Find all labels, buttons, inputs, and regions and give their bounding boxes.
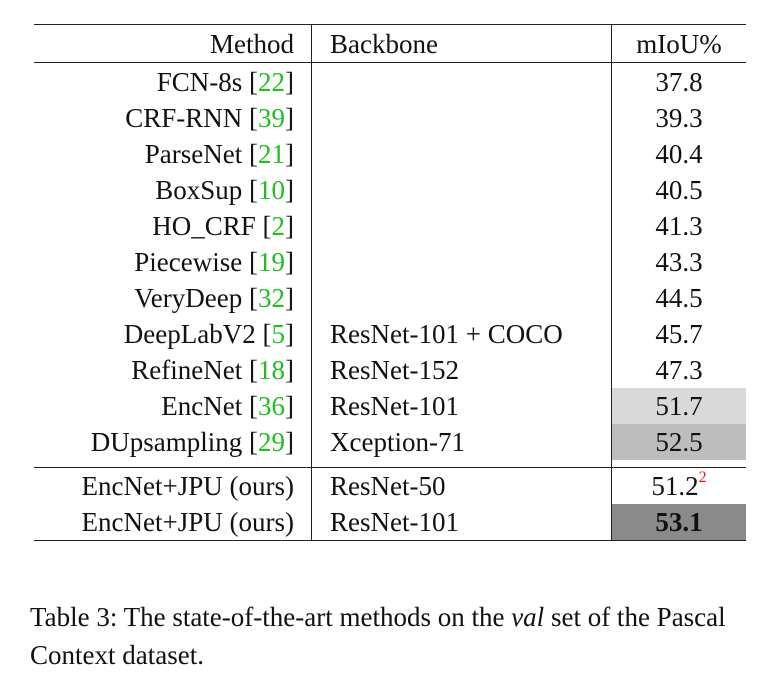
bottom-rule bbox=[34, 540, 746, 541]
table-row: FCN-8s [22] 37.8 bbox=[34, 64, 746, 100]
backbone-cell bbox=[330, 100, 620, 136]
method-cell: HO_CRF [2] bbox=[152, 211, 294, 241]
backbone-cell bbox=[330, 136, 620, 172]
table-row: EncNet [36] ResNet-101 51.7 bbox=[34, 388, 746, 424]
backbone-cell: ResNet-152 bbox=[330, 355, 459, 385]
table-row: DUpsampling [29] Xception-71 52.5 bbox=[34, 424, 746, 460]
miou-cell: 43.3 bbox=[655, 247, 703, 277]
method-cell: RefineNet [18] bbox=[131, 355, 294, 385]
method-cell: ParseNet [21] bbox=[144, 139, 294, 169]
table-row: Piecewise [19] 43.3 bbox=[34, 244, 746, 280]
miou-cell: 41.3 bbox=[655, 211, 703, 241]
method-cell: Piecewise [19] bbox=[134, 247, 294, 277]
citation-link[interactable]: 39 bbox=[258, 103, 285, 133]
miou-cell: 52.5 bbox=[612, 424, 746, 460]
backbone-cell bbox=[330, 244, 620, 280]
top-rule bbox=[34, 24, 746, 25]
method-cell: VeryDeep [32] bbox=[134, 283, 294, 313]
backbone-cell: ResNet-101 bbox=[330, 391, 459, 421]
backbone-cell: Xception-71 bbox=[330, 427, 465, 457]
citation-link[interactable]: 2 bbox=[271, 211, 286, 241]
miou-cell: 47.3 bbox=[655, 355, 703, 385]
miou-cell: 40.5 bbox=[655, 175, 703, 205]
table-row-ours: EncNet+JPU (ours) ResNet-50 51.22 bbox=[34, 468, 746, 504]
miou-cell: 39.3 bbox=[655, 103, 703, 133]
table-row: BoxSup [10] 40.5 bbox=[34, 172, 746, 208]
miou-cell: 51.7 bbox=[612, 388, 746, 424]
citation-link[interactable]: 18 bbox=[258, 355, 285, 385]
miou-cell: 45.7 bbox=[655, 319, 703, 349]
table-row: VeryDeep [32] 44.5 bbox=[34, 280, 746, 316]
footnote-marker[interactable]: 2 bbox=[698, 469, 707, 486]
table-row: HO_CRF [2] 41.3 bbox=[34, 208, 746, 244]
miou-cell: 44.5 bbox=[655, 283, 703, 313]
miou-cell: 40.4 bbox=[655, 139, 703, 169]
caption-italic: val bbox=[511, 602, 545, 632]
backbone-cell bbox=[330, 208, 620, 244]
method-cell: FCN-8s [22] bbox=[156, 67, 294, 97]
ours-rule bbox=[34, 467, 746, 468]
miou-cell: 37.8 bbox=[655, 67, 703, 97]
citation-link[interactable]: 5 bbox=[271, 319, 286, 349]
citation-link[interactable]: 36 bbox=[258, 391, 285, 421]
table-caption: Table 3: The state-of-the-art methods on… bbox=[30, 602, 726, 670]
miou-cell: 51.22 bbox=[651, 469, 707, 501]
header-rule bbox=[34, 62, 746, 63]
miou-cell-best: 53.1 bbox=[612, 504, 746, 540]
header-row: Method Backbone mIoU% bbox=[34, 26, 746, 62]
citation-link[interactable]: 32 bbox=[258, 283, 285, 313]
method-cell: CRF-RNN [39] bbox=[125, 103, 294, 133]
backbone-cell bbox=[330, 64, 620, 100]
citation-link[interactable]: 29 bbox=[258, 427, 285, 457]
method-cell: EncNet+JPU (ours) bbox=[81, 507, 294, 537]
table-row: CRF-RNN [39] 39.3 bbox=[34, 100, 746, 136]
method-cell: EncNet [36] bbox=[161, 391, 294, 421]
citation-link[interactable]: 19 bbox=[258, 247, 285, 277]
method-cell: EncNet+JPU (ours) bbox=[81, 471, 294, 501]
header-method: Method bbox=[210, 29, 294, 59]
column-divider-2 bbox=[611, 24, 612, 541]
citation-link[interactable]: 10 bbox=[258, 175, 285, 205]
table-row: DeepLabV2 [5] ResNet-101 + COCO 45.7 bbox=[34, 316, 746, 352]
header-backbone: Backbone bbox=[330, 29, 438, 59]
backbone-cell: ResNet-50 bbox=[330, 471, 446, 501]
column-divider-1 bbox=[311, 24, 312, 541]
backbone-cell bbox=[330, 280, 620, 316]
table-row-ours: EncNet+JPU (ours) ResNet-101 53.1 bbox=[34, 504, 746, 540]
method-cell: DeepLabV2 [5] bbox=[123, 319, 294, 349]
citation-link[interactable]: 22 bbox=[258, 67, 285, 97]
method-cell: DUpsampling [29] bbox=[90, 427, 294, 457]
table-row: RefineNet [18] ResNet-152 47.3 bbox=[34, 352, 746, 388]
header-miou: mIoU% bbox=[636, 29, 722, 59]
backbone-cell: ResNet-101 + COCO bbox=[330, 319, 563, 349]
table-row: ParseNet [21] 40.4 bbox=[34, 136, 746, 172]
backbone-cell: ResNet-101 bbox=[330, 507, 459, 537]
method-cell: BoxSup [10] bbox=[155, 175, 294, 205]
citation-link[interactable]: 21 bbox=[258, 139, 285, 169]
backbone-cell bbox=[330, 172, 620, 208]
